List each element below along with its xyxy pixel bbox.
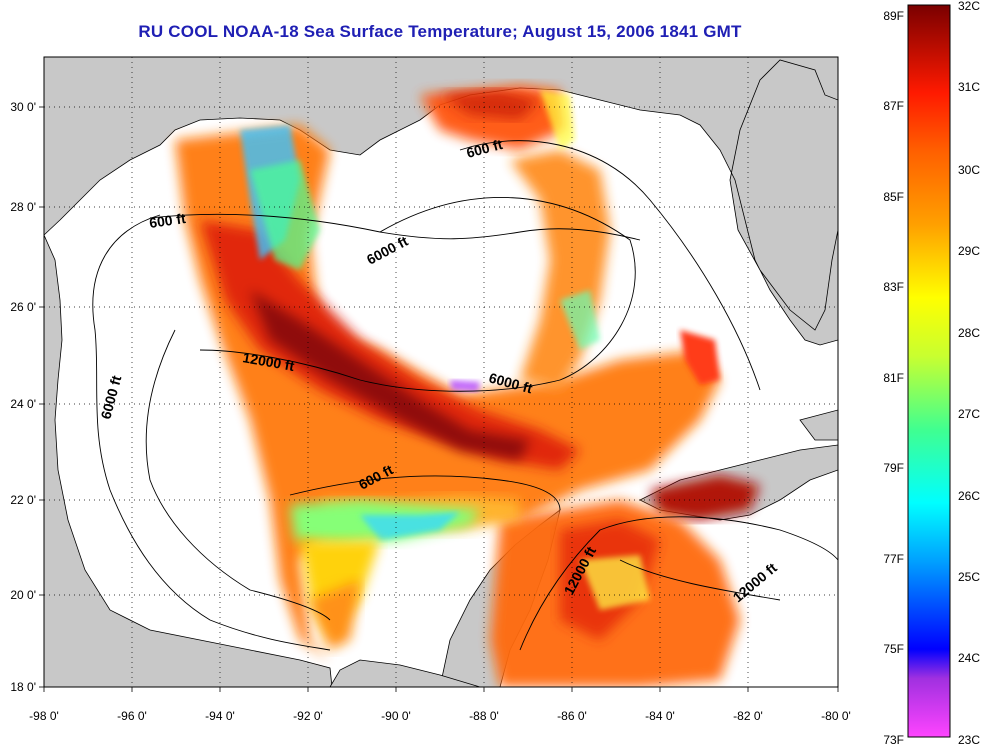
cb-f-label: 85F: [883, 190, 904, 204]
hispaniola-land: [799, 409, 838, 441]
lon-tick-label: -86 0': [557, 709, 587, 723]
cb-c-label: 29C: [958, 244, 980, 258]
central-america-land: [329, 659, 481, 687]
lon-tick-label: -92 0': [293, 709, 323, 723]
cb-c-label: 31C: [958, 80, 980, 94]
colorbar-fahrenheit-labels: 89F 87F 85F 83F 81F 79F 77F 75F 73F: [883, 9, 904, 747]
contour-600ft-shelf: [149, 213, 641, 241]
lat-tick-label: 22 0': [10, 493, 36, 507]
map-tick-marks: [39, 106, 839, 692]
cb-c-label: 28C: [958, 326, 980, 340]
contour-label-1: 600 ft: [148, 210, 187, 231]
colorbar-celsius-labels: 32C 31C 30C 29C 28C 27C 26C 25C 24C 23C: [958, 0, 980, 747]
lon-tick-label: -82 0': [733, 709, 763, 723]
cb-f-label: 89F: [883, 9, 904, 23]
latitude-labels: 30 0' 28 0' 26 0' 24 0' 22 0' 20 0' 18 0…: [10, 100, 36, 694]
cb-f-label: 75F: [883, 642, 904, 656]
graticule-grid: [44, 57, 838, 687]
lat-tick-label: 20 0': [10, 588, 36, 602]
lat-tick-label: 18 0': [10, 680, 36, 694]
cb-f-label: 73F: [883, 733, 904, 747]
cb-f-label: 77F: [883, 552, 904, 566]
lon-tick-label: -94 0': [205, 709, 235, 723]
lon-tick-label: -88 0': [469, 709, 499, 723]
cb-c-label: 27C: [958, 407, 980, 421]
cb-c-label: 32C: [958, 0, 980, 13]
lon-tick-label: -90 0': [381, 709, 411, 723]
cb-c-label: 25C: [958, 570, 980, 584]
sst-data-swath: [175, 85, 760, 687]
cb-f-label: 83F: [883, 280, 904, 294]
lat-tick-label: 28 0': [10, 200, 36, 214]
lon-tick-label: -98 0': [29, 709, 59, 723]
contour-cayman: [619, 559, 781, 601]
bathymetry-contours: [92, 140, 838, 651]
map-title: RU COOL NOAA-18 Sea Surface Temperature;…: [138, 22, 742, 41]
cb-c-label: 23C: [958, 733, 980, 747]
cb-f-label: 81F: [883, 371, 904, 385]
contour-600ft-west: [92, 214, 331, 651]
lat-tick-label: 26 0': [10, 300, 36, 314]
contour-yucatan: [289, 475, 561, 511]
cb-c-label: 26C: [958, 489, 980, 503]
map-border: [43, 56, 839, 688]
colorbar-gradient: [907, 4, 951, 738]
cb-c-label: 30C: [958, 163, 980, 177]
lon-tick-label: -80 0': [821, 709, 851, 723]
cb-c-label: 24C: [958, 651, 980, 665]
cb-f-label: 79F: [883, 461, 904, 475]
temperature-colorbar: 89F 87F 85F 83F 81F 79F 77F 75F 73F 32C …: [883, 0, 980, 747]
contour-6000ft-central: [199, 197, 636, 392]
longitude-labels: -98 0' -96 0' -94 0' -92 0' -90 0' -88 0…: [29, 709, 851, 723]
lon-tick-label: -96 0': [117, 709, 147, 723]
lat-tick-label: 24 0': [10, 397, 36, 411]
lat-tick-label: 30 0': [10, 100, 36, 114]
mexico-land-west: [44, 234, 333, 687]
cb-f-label: 87F: [883, 99, 904, 113]
contour-6000ft-west: [145, 329, 331, 621]
contour-600ft-fl: [459, 140, 761, 391]
lon-tick-label: -84 0': [645, 709, 675, 723]
map-plot-area: 600 ft 6000 ft 12000 ft 6000 ft 600 ft 6…: [44, 57, 838, 687]
